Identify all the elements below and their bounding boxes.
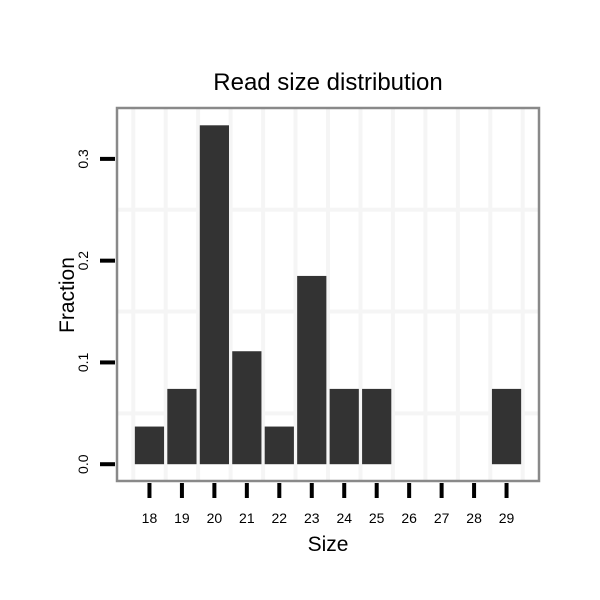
bar bbox=[264, 426, 294, 465]
y-axis-title: Fraction bbox=[56, 257, 79, 333]
panel-border bbox=[115, 106, 541, 483]
x-tick-label: 23 bbox=[304, 510, 320, 526]
bar bbox=[297, 275, 327, 465]
x-tick-label: 18 bbox=[142, 510, 158, 526]
x-tick-label: 20 bbox=[207, 510, 223, 526]
x-tick-label: 28 bbox=[466, 510, 482, 526]
y-axis-ticks bbox=[100, 156, 115, 467]
x-axis-title: Size bbox=[307, 533, 349, 556]
y-tick-label: 0.3 bbox=[75, 149, 91, 169]
y-tick-labels: 0.0 0.1 0.2 0.3 bbox=[75, 149, 91, 474]
y-tick-label: 0.0 bbox=[75, 454, 91, 474]
x-tick-label: 21 bbox=[239, 510, 255, 526]
y-tick-label: 0.1 bbox=[75, 352, 91, 372]
x-tick-label: 19 bbox=[174, 510, 190, 526]
chart-title: Read size distribution bbox=[213, 69, 443, 96]
bar bbox=[329, 388, 359, 465]
gridlines-layer bbox=[117, 108, 539, 481]
x-tick-label: 29 bbox=[499, 510, 515, 526]
x-tick-label: 27 bbox=[434, 510, 450, 526]
bars-layer bbox=[134, 125, 522, 465]
y-tick-label: 0.2 bbox=[75, 251, 91, 271]
bar bbox=[134, 426, 165, 465]
x-tick-label: 22 bbox=[272, 510, 288, 526]
bar bbox=[232, 351, 262, 465]
x-tick-labels: 18 19 20 21 22 23 24 25 26 27 28 29 bbox=[142, 510, 515, 526]
bar bbox=[199, 125, 229, 465]
bar bbox=[362, 388, 392, 465]
x-tick-label: 24 bbox=[336, 510, 352, 526]
bar bbox=[491, 388, 522, 465]
x-tick-label: 25 bbox=[369, 510, 385, 526]
bar bbox=[167, 388, 197, 465]
x-tick-label: 26 bbox=[401, 510, 417, 526]
x-axis-ticks bbox=[147, 483, 509, 498]
